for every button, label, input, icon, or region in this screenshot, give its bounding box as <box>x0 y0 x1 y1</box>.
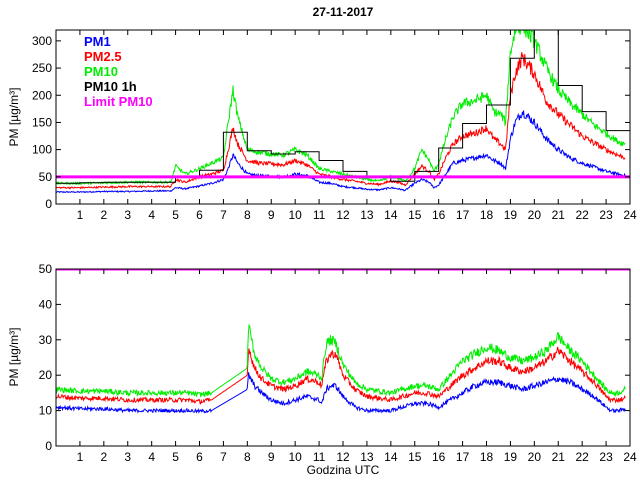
x-tick-label: 5 <box>172 208 179 222</box>
top-series-pm1 <box>56 110 626 194</box>
top-series-pm10-1h <box>56 30 630 184</box>
y-tick-label: 10 <box>39 404 53 418</box>
x-tick-label: 19 <box>504 208 518 222</box>
x-tick-label: 16 <box>432 450 446 464</box>
x-tick-label: 14 <box>384 208 398 222</box>
x-tick-label: 10 <box>288 450 302 464</box>
x-tick-label: 13 <box>360 450 374 464</box>
x-tick-label: 4 <box>148 208 155 222</box>
y-tick-label: 150 <box>32 115 52 129</box>
x-tick-label: 15 <box>408 208 422 222</box>
x-tick-label: 6 <box>196 450 203 464</box>
x-tick-label: 8 <box>244 450 251 464</box>
y-tick-label: 50 <box>39 170 53 184</box>
x-tick-label: 17 <box>456 450 470 464</box>
x-tick-label: 18 <box>480 208 494 222</box>
legend-entry-limit-pm10: Limit PM10 <box>84 94 153 109</box>
legend-entry-pm2-5: PM2.5 <box>84 49 122 64</box>
x-tick-label: 23 <box>599 208 613 222</box>
bottom-series-pm2-5 <box>56 346 626 405</box>
legend-entry-pm10-1h: PM10 1h <box>84 79 137 94</box>
bottom-plot-lines <box>56 269 630 414</box>
x-tick-label: 11 <box>313 450 326 464</box>
x-tick-label: 23 <box>599 450 613 464</box>
x-tick-label: 12 <box>336 450 350 464</box>
y-tick-label: 30 <box>39 333 53 347</box>
chart-title: 27-11-2017 <box>313 5 374 19</box>
x-tick-label: 2 <box>100 450 107 464</box>
legend-entry-pm10: PM10 <box>84 64 118 79</box>
top-y-axis-label: PM [µg/m³] <box>7 88 21 147</box>
x-tick-label: 15 <box>408 450 422 464</box>
bottom-plot-frame <box>55 268 631 447</box>
top-x-ticks: 1 2 3 4 5 6 7 8 9 10 11 12 13 14 15 16 17 18 19 20 21 22 23 24 <box>77 30 637 222</box>
x-tick-label: 19 <box>504 450 518 464</box>
legend-entry-pm1: PM1 <box>84 34 111 49</box>
x-tick-label: 22 <box>575 208 589 222</box>
x-tick-label: 24 <box>623 450 637 464</box>
x-tick-label: 11 <box>313 208 326 222</box>
y-tick-label: 250 <box>32 61 52 75</box>
bottom-series-pm1 <box>56 372 626 414</box>
y-tick-label: 50 <box>39 262 53 276</box>
y-tick-label: 20 <box>39 368 53 382</box>
x-tick-label: 13 <box>360 208 374 222</box>
x-tick-label: 2 <box>100 208 107 222</box>
x-tick-label: 9 <box>268 208 275 222</box>
x-tick-label: 5 <box>172 450 179 464</box>
top-y-ticks: 0 50 100 150 200 250 300 <box>32 34 630 211</box>
x-tick-label: 16 <box>432 208 446 222</box>
y-tick-label: 200 <box>32 88 52 102</box>
y-tick-label: 100 <box>32 143 52 157</box>
x-tick-label: 21 <box>552 208 566 222</box>
y-tick-label: 0 <box>45 439 52 453</box>
x-tick-label: 20 <box>528 208 542 222</box>
bottom-y-axis-label: PM [µg/m³] <box>7 328 21 387</box>
x-tick-label: 18 <box>480 450 494 464</box>
x-tick-label: 7 <box>220 450 227 464</box>
top-series-pm2-5 <box>56 52 626 190</box>
y-tick-label: 0 <box>45 197 52 211</box>
x-tick-label: 3 <box>124 450 131 464</box>
bottom-x-ticks: 1 2 3 4 5 6 7 8 9 10 11 12 13 14 15 16 17 18 19 20 21 22 23 24 <box>77 269 637 464</box>
x-tick-label: 7 <box>220 208 227 222</box>
bottom-x-axis-label: Godzina UTC <box>307 463 380 477</box>
x-tick-label: 22 <box>575 450 589 464</box>
bottom-y-ticks: 0 10 20 30 40 50 <box>39 262 630 453</box>
x-tick-label: 1 <box>77 208 84 222</box>
x-tick-label: 24 <box>623 208 637 222</box>
x-tick-label: 17 <box>456 208 470 222</box>
x-tick-label: 1 <box>77 450 84 464</box>
x-tick-label: 6 <box>196 208 203 222</box>
y-tick-label: 300 <box>32 34 52 48</box>
x-tick-label: 21 <box>552 450 566 464</box>
x-tick-label: 10 <box>288 208 302 222</box>
x-tick-label: 14 <box>384 450 398 464</box>
bottom-series-pm10 <box>56 323 626 398</box>
x-tick-label: 9 <box>268 450 275 464</box>
top-plot-lines <box>56 30 630 194</box>
x-tick-label: 3 <box>124 208 131 222</box>
x-tick-label: 8 <box>244 208 251 222</box>
x-tick-label: 12 <box>336 208 350 222</box>
x-tick-label: 4 <box>148 450 155 464</box>
y-tick-label: 40 <box>39 297 53 311</box>
x-tick-label: 20 <box>528 450 542 464</box>
